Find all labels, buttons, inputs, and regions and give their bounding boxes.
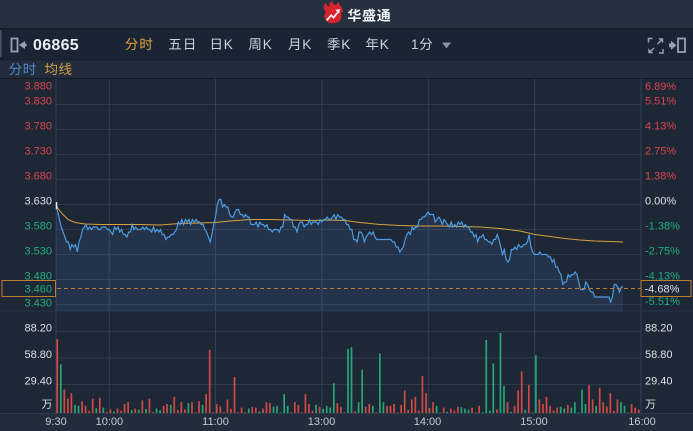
svg-text:06865: 06865 [33, 37, 79, 54]
svg-text:3.630: 3.630 [24, 196, 52, 208]
svg-text:1: 1 [411, 37, 419, 52]
svg-text:16:00: 16:00 [628, 416, 656, 428]
svg-text:5.51%: 5.51% [645, 96, 676, 108]
svg-text:14:00: 14:00 [414, 416, 442, 428]
svg-text:3.530: 3.530 [24, 246, 52, 258]
svg-text:11:00: 11:00 [202, 416, 229, 428]
svg-text:-5.51%: -5.51% [645, 296, 680, 308]
svg-text:K: K [302, 37, 311, 52]
svg-text:3.730: 3.730 [24, 146, 52, 158]
svg-text:K: K [341, 37, 350, 52]
svg-text:1.38%: 1.38% [645, 171, 676, 183]
svg-text:58.80: 58.80 [645, 349, 673, 361]
svg-text:15:00: 15:00 [520, 416, 548, 428]
svg-text:K: K [224, 37, 233, 52]
svg-text:2.75%: 2.75% [645, 146, 676, 158]
svg-text:29.40: 29.40 [645, 376, 673, 388]
svg-text:3.680: 3.680 [24, 171, 52, 183]
svg-text:3.880: 3.880 [24, 81, 52, 93]
svg-text:-4.13%: -4.13% [645, 271, 680, 283]
svg-text:K: K [380, 37, 389, 52]
svg-text:3.430: 3.430 [24, 298, 52, 310]
svg-text:6.89%: 6.89% [645, 81, 676, 93]
svg-text:3.580: 3.580 [24, 221, 52, 233]
svg-text:88.20: 88.20 [645, 323, 673, 335]
svg-text:-1.38%: -1.38% [645, 221, 680, 233]
svg-text:3.480: 3.480 [24, 271, 52, 283]
svg-text:29.40: 29.40 [24, 376, 52, 388]
svg-text:3.460: 3.460 [24, 284, 52, 296]
svg-text:88.20: 88.20 [24, 323, 52, 335]
svg-text:10:00: 10:00 [96, 416, 124, 428]
svg-text:4.13%: 4.13% [645, 121, 676, 133]
svg-text:13:00: 13:00 [308, 416, 336, 428]
svg-text:3.830: 3.830 [24, 96, 52, 108]
svg-text:58.80: 58.80 [24, 349, 52, 361]
svg-text:K: K [263, 37, 272, 52]
svg-text:9:30: 9:30 [45, 416, 66, 428]
svg-text:-2.75%: -2.75% [645, 246, 680, 258]
svg-text:0.00%: 0.00% [645, 196, 676, 208]
svg-text:-4.68%: -4.68% [645, 284, 680, 296]
svg-text:3.780: 3.780 [24, 121, 52, 133]
